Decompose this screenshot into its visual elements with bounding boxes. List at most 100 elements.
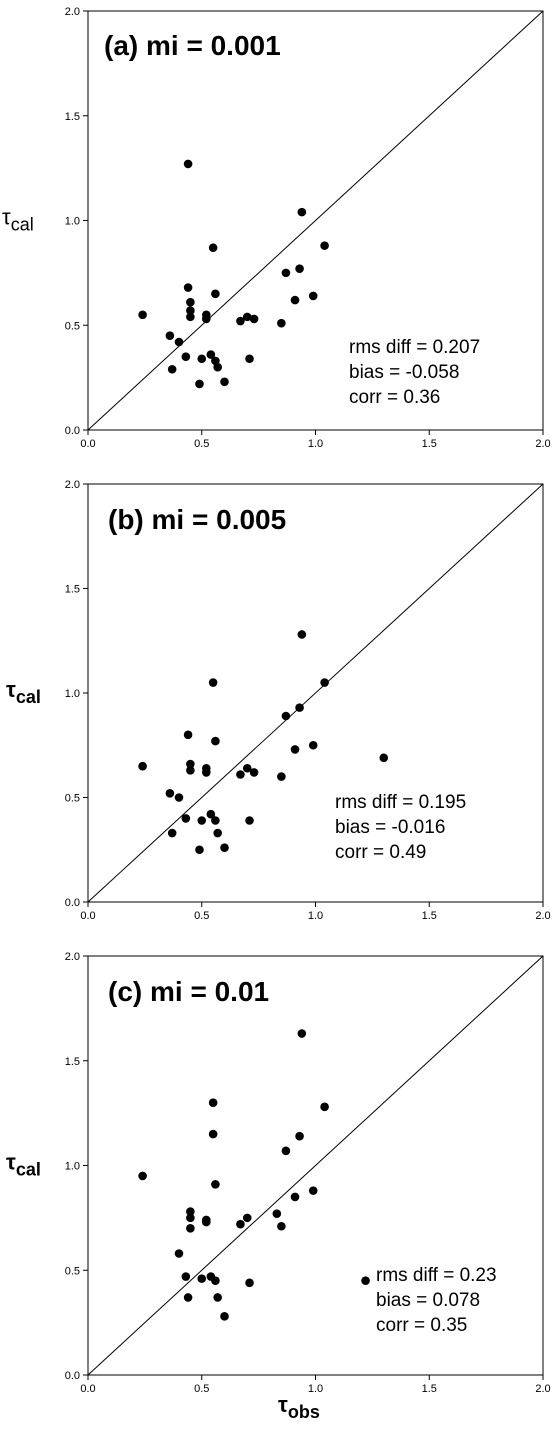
- x-tick-label: 1.5: [422, 1383, 437, 1395]
- data-point: [195, 379, 204, 389]
- data-point: [183, 159, 193, 169]
- data-point: [297, 207, 307, 217]
- data-point: [197, 816, 207, 825]
- data-point: [297, 1029, 307, 1038]
- data-point: [165, 331, 175, 341]
- data-point: [208, 1129, 218, 1139]
- y-tick-label: 2.0: [65, 951, 80, 963]
- data-point: [277, 318, 286, 328]
- data-point: [165, 789, 175, 798]
- data-point: [183, 1293, 193, 1302]
- data-point: [202, 314, 211, 324]
- x-tick-label: 2.0: [535, 438, 550, 450]
- data-point: [295, 264, 304, 273]
- data-point: [320, 1102, 329, 1112]
- data-point: [236, 770, 245, 779]
- data-point: [220, 377, 229, 387]
- one-to-one-line: [87, 10, 544, 431]
- panel-title: (c) mi = 0.01: [108, 976, 269, 1007]
- data-point: [242, 1213, 252, 1223]
- data-point: [197, 1274, 207, 1283]
- x-tick-label: 0.5: [194, 910, 209, 922]
- data-point: [308, 1186, 318, 1195]
- data-point: [242, 312, 252, 322]
- data-point: [208, 1098, 218, 1107]
- x-tick-label: 0.0: [80, 910, 95, 922]
- data-point: [295, 1131, 304, 1141]
- stats-annotation: corr = 0.36: [349, 387, 440, 408]
- data-point: [249, 314, 259, 324]
- panel-title: (a) mi = 0.001: [104, 30, 281, 61]
- data-point: [186, 1207, 195, 1216]
- data-point: [138, 1171, 147, 1181]
- stats-annotation: rms diff = 0.207: [349, 337, 480, 358]
- data-point: [220, 843, 229, 852]
- data-point: [308, 740, 318, 750]
- data-point: [245, 816, 254, 825]
- data-point: [186, 306, 195, 315]
- panel-title: (b) mi = 0.005: [108, 504, 286, 535]
- data-point: [249, 768, 259, 777]
- data-point: [211, 736, 220, 746]
- y-axis-label: τcal: [2, 205, 34, 235]
- data-point: [236, 1219, 245, 1229]
- data-point: [174, 793, 184, 802]
- data-point: [211, 289, 220, 299]
- data-point: [138, 310, 147, 320]
- data-point: [379, 753, 389, 763]
- data-point: [208, 243, 218, 253]
- data-point: [202, 768, 211, 777]
- data-point: [281, 711, 291, 721]
- data-point: [361, 1276, 370, 1286]
- data-point: [213, 1293, 222, 1302]
- y-tick-label: 0.5: [65, 320, 80, 332]
- data-point: [208, 678, 218, 687]
- x-tick-label: 0.5: [194, 438, 209, 450]
- data-point: [290, 745, 300, 754]
- data-point: [181, 1272, 191, 1281]
- stats-annotation: corr = 0.35: [376, 1315, 467, 1336]
- one-to-one-line: [87, 955, 544, 1376]
- data-point: [295, 703, 304, 712]
- data-point: [186, 759, 195, 769]
- y-tick-label: 1.0: [65, 1161, 80, 1173]
- data-point: [174, 337, 184, 347]
- stats-annotation: rms diff = 0.23: [376, 1265, 497, 1286]
- x-tick-label: 2.0: [535, 910, 550, 922]
- data-point: [245, 1278, 254, 1288]
- data-point: [277, 772, 286, 781]
- data-point: [211, 1180, 220, 1189]
- x-axis-label: τobs: [278, 1392, 320, 1422]
- y-tick-label: 0.0: [65, 1370, 80, 1382]
- x-tick-label: 1.0: [308, 438, 323, 450]
- data-point: [181, 352, 191, 361]
- data-point: [206, 809, 216, 819]
- data-point: [281, 1146, 291, 1156]
- x-tick-label: 1.0: [308, 910, 323, 922]
- stats-annotation: rms diff = 0.195: [335, 792, 466, 813]
- y-tick-label: 2.0: [65, 6, 80, 18]
- y-tick-label: 2.0: [65, 479, 80, 491]
- data-point: [211, 1276, 220, 1286]
- data-point: [197, 354, 207, 364]
- data-point: [186, 1213, 195, 1223]
- stats-annotation: bias = -0.058: [349, 362, 459, 383]
- x-tick-label: 0.5: [194, 1383, 209, 1395]
- data-point: [138, 761, 147, 771]
- y-tick-label: 1.5: [65, 584, 80, 596]
- x-tick-label: 2.0: [535, 1383, 550, 1395]
- data-point: [308, 291, 318, 301]
- y-tick-label: 0.0: [65, 425, 80, 437]
- data-point: [281, 268, 291, 278]
- data-point: [181, 814, 191, 823]
- data-point: [167, 364, 177, 374]
- y-tick-label: 1.5: [65, 111, 80, 123]
- data-point: [213, 362, 222, 372]
- data-point: [183, 283, 193, 292]
- data-point: [186, 766, 195, 775]
- y-tick-label: 1.0: [65, 688, 80, 700]
- data-point: [242, 763, 252, 773]
- y-tick-label: 0.5: [65, 793, 80, 805]
